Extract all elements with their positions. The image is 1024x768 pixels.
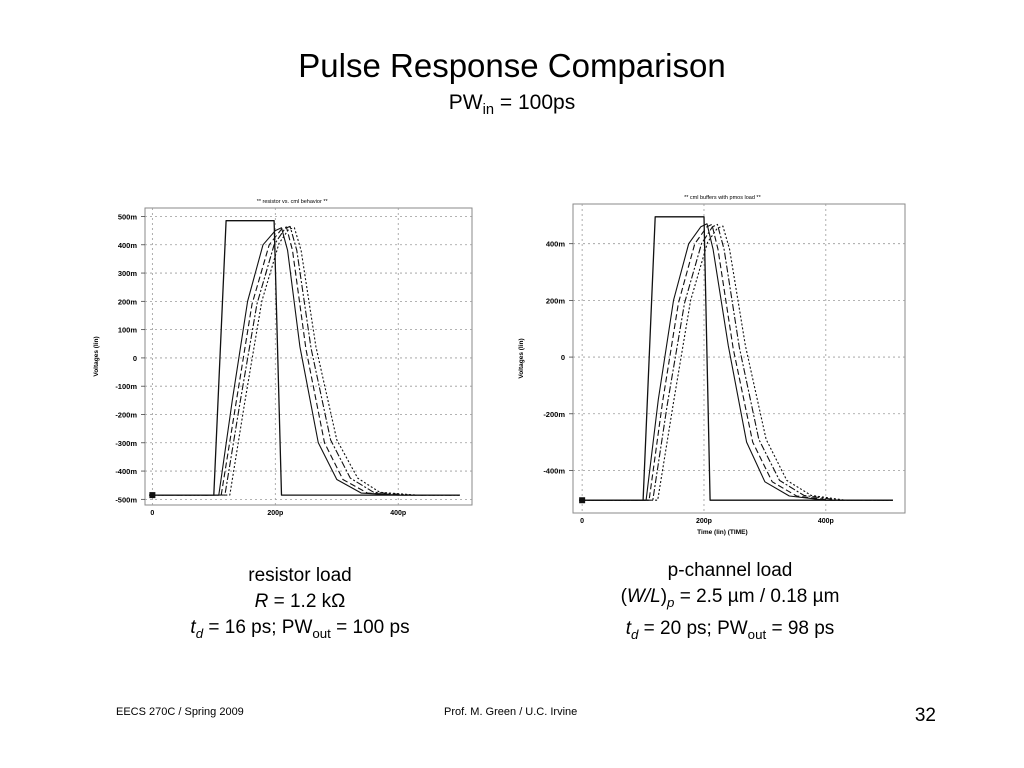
slide-subtitle: PWin = 100ps xyxy=(0,90,1024,123)
caption-right-td: t xyxy=(625,617,631,639)
caption-left-r-value: = 1.2 kΩ xyxy=(268,591,346,612)
y-tick-label: 200m xyxy=(118,297,138,306)
pchannel-load-plot: 0 200p 400p 400m 200m 0 -200m -400m ** cml buffe… xyxy=(518,195,906,536)
caption-left-line3: td = 16 ps; PWout = 100 ps xyxy=(150,615,450,647)
caption-left-r: R xyxy=(254,591,269,612)
series-line-2 xyxy=(579,223,893,501)
x-tick-label: 0 xyxy=(150,510,154,517)
y-tick-label: 0 xyxy=(561,353,565,362)
caption-right-wl-value: = 2.5 µm / 0.18 µm xyxy=(674,586,840,607)
series-line-1 xyxy=(149,227,460,496)
subtitle-rest: = 100ps xyxy=(494,91,576,114)
y-axis-label: Voltages (lin) xyxy=(518,338,525,378)
subtitle-main: PW xyxy=(448,91,483,114)
x-tick-label: 0 xyxy=(580,518,584,525)
y-tick-label: 400m xyxy=(546,240,566,249)
footer-author: Prof. M. Green / U.C. Irvine xyxy=(444,706,578,718)
chart-title: ** resistor vs. cml behavior ** xyxy=(257,199,329,205)
y-tick-label: 0 xyxy=(133,354,137,363)
caption-left-td-sub: d xyxy=(195,625,204,641)
caption-left-line1: resistor load xyxy=(248,565,352,586)
y-tick-label: 100m xyxy=(118,326,138,335)
y-tick-label: -100m xyxy=(115,382,137,391)
caption-left-line2: R = 1.2 kΩ xyxy=(150,589,450,615)
caption-right-end: = 98 ps xyxy=(766,617,835,639)
caption-right-wl: W/L xyxy=(626,586,661,607)
series-line-4 xyxy=(579,225,893,501)
caption-right-open: ( xyxy=(620,586,627,607)
y-tick-label: 300m xyxy=(118,269,138,278)
y-tick-label: 500m xyxy=(118,212,138,221)
y-tick-label: -500m xyxy=(115,495,137,504)
x-tick-label: 400p xyxy=(818,518,834,525)
y-tick-label: -300m xyxy=(115,439,137,448)
caption-left-td: t xyxy=(190,617,196,638)
y-tick-label: -400m xyxy=(115,467,137,476)
plot-frame xyxy=(572,203,906,514)
caption-left-mid: = 16 ps; PW xyxy=(203,617,313,638)
caption-right-close: ) xyxy=(660,586,668,607)
y-tick-label: -200m xyxy=(543,410,565,419)
caption-right-pw-sub: out xyxy=(747,626,767,642)
series-line-1 xyxy=(579,223,893,501)
y-tick-label: 400m xyxy=(118,241,138,250)
plot-frame xyxy=(144,207,473,506)
resistor-load-plot: 0 200p 400p 500m 400m 300m 200m 100m 0 -100m -200m… xyxy=(93,199,473,517)
series-line-3 xyxy=(579,223,893,501)
page-number: 32 xyxy=(914,705,936,726)
chart-title: ** cml buffers with pmos load ** xyxy=(684,195,761,201)
x-axis-label: Time (lin) (TIME) xyxy=(697,529,747,536)
caption-right-td-sub: d xyxy=(630,626,639,642)
series-line-4 xyxy=(149,227,460,496)
caption-left-pw-sub: out xyxy=(312,625,331,641)
x-tick-label: 200p xyxy=(267,510,283,517)
caption-right-line1: p-channel load xyxy=(667,560,793,581)
x-tick-label: 400p xyxy=(390,510,406,517)
x-tick-label: 200p xyxy=(696,518,712,525)
footer-course: EECS 270C / Spring 2009 xyxy=(116,706,244,718)
caption-right-line3: td = 20 ps; PWout = 98 ps xyxy=(580,616,880,648)
series-start-marker xyxy=(149,492,156,499)
series-line-2 xyxy=(149,226,460,496)
caption-right-mid: = 20 ps; PW xyxy=(638,617,748,639)
slide-title: Pulse Response Comparison xyxy=(298,47,726,84)
series-start-marker xyxy=(579,497,586,504)
caption-resistor-load: resistor load R = 1.2 kΩ td = 16 ps; PWo… xyxy=(150,563,450,647)
caption-pchannel-load: p-channel load (W/L)p = 2.5 µm / 0.18 µm… xyxy=(580,558,880,648)
y-axis-label: Voltages (lin) xyxy=(93,336,100,376)
y-tick-label: -400m xyxy=(543,466,565,475)
caption-right-p-sub: p xyxy=(667,594,675,610)
y-tick-label: -200m xyxy=(115,410,137,419)
caption-left-end: = 100 ps xyxy=(330,617,410,638)
subtitle-sub: in xyxy=(482,102,495,119)
caption-right-line2: (W/L)p = 2.5 µm / 0.18 µm xyxy=(580,584,880,616)
series-line-3 xyxy=(149,225,460,496)
y-tick-label: 200m xyxy=(546,296,566,305)
